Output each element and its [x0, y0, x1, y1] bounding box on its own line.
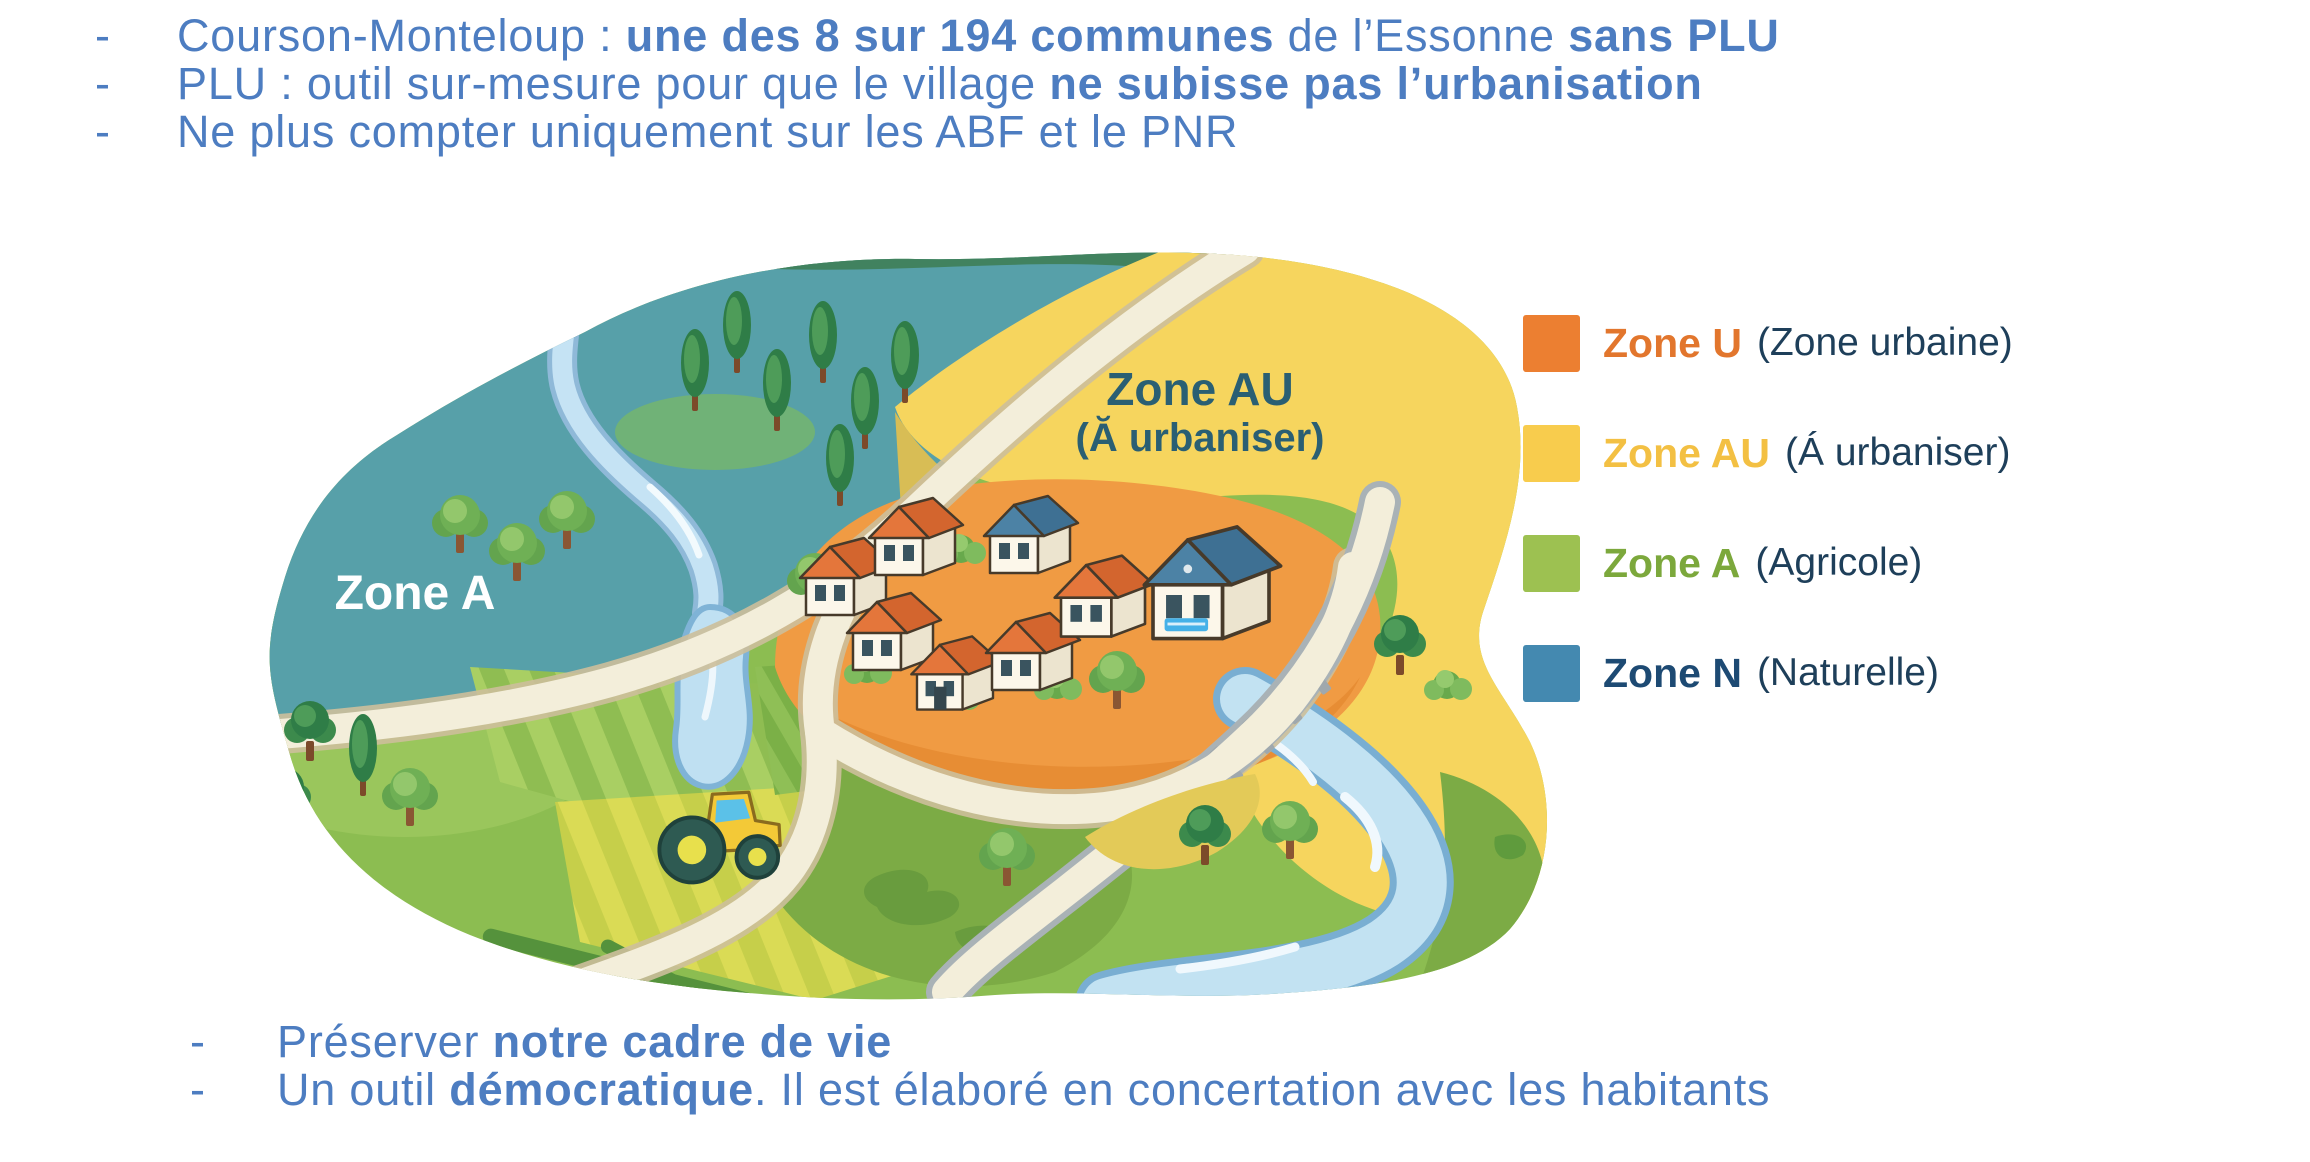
bullet-dash: -	[95, 10, 111, 61]
bullet-text: Courson-Monteloup : une des 8 sur 194 co…	[177, 10, 1780, 61]
map-zone-a-label: Zone A	[335, 567, 496, 620]
legend-swatch-zone-a	[1523, 534, 1580, 592]
legend-swatch-zone-n	[1523, 644, 1580, 702]
bullet-item: - Courson-Monteloup : une des 8 sur 194 …	[95, 12, 1780, 60]
legend-description: (Naturelle)	[1756, 651, 1939, 694]
map-zone-au-subtitle: (Ă urbaniser)	[1076, 415, 1325, 460]
bullet-item: - Ne plus compter uniquement sur les ABF…	[95, 108, 1780, 156]
legend-item-zone-u: Zone U (Zone urbaine)	[1523, 314, 2013, 372]
legend-name: Zone AU	[1603, 429, 1771, 476]
bullet-item: - Préserver notre cadre de vie	[190, 1018, 1770, 1066]
map-regions: Zone AU (Ă urbaniser) Zone A	[269, 252, 1548, 1000]
village-houses	[798, 494, 1283, 711]
map-legend: Zone U (Zone urbaine) Zone AU (Á urbanis…	[1523, 314, 2013, 754]
zoning-map-svg: Zone AU (Ă urbaniser) Zone A	[269, 252, 1548, 1000]
zoning-map-illustration: Zone AU (Ă urbaniser) Zone A	[255, 237, 1565, 1000]
legend-name: Zone U	[1603, 319, 1742, 366]
bottom-bullet-list: - Préserver notre cadre de vie - Un outi…	[190, 1018, 1770, 1114]
roads	[269, 252, 1395, 1000]
legend-item-zone-au: Zone AU (Á urbaniser)	[1523, 424, 2013, 482]
top-bullet-list: - Courson-Monteloup : une des 8 sur 194 …	[95, 12, 1780, 156]
bullet-text: Ne plus compter uniquement sur les ABF e…	[177, 106, 1239, 157]
town-hall	[1142, 525, 1283, 641]
legend-item-zone-a: Zone A (Agricole)	[1523, 534, 2013, 592]
map-zone-au-title: Zone AU	[1106, 363, 1293, 415]
tractor	[657, 790, 782, 885]
bullet-text: Préserver notre cadre de vie	[277, 1016, 893, 1067]
legend-item-zone-n: Zone N (Naturelle)	[1523, 644, 2013, 702]
legend-description: (Zone urbaine)	[1756, 321, 2013, 364]
legend-description: (Á urbaniser)	[1785, 431, 2011, 474]
legend-name: Zone N	[1603, 649, 1742, 696]
bullet-dash: -	[95, 58, 111, 109]
bullet-text: PLU : outil sur-mesure pour que le villa…	[177, 58, 1703, 109]
legend-swatch-zone-au	[1523, 424, 1580, 482]
legend-name: Zone A	[1603, 539, 1741, 586]
bullet-dash: -	[95, 106, 111, 157]
legend-swatch-zone-u	[1523, 314, 1580, 372]
bullet-dash: -	[190, 1016, 206, 1067]
bullet-item: - Un outil démocratique. Il est élaboré …	[190, 1066, 1770, 1114]
bullet-dash: -	[190, 1064, 206, 1115]
bullet-item: - PLU : outil sur-mesure pour que le vil…	[95, 60, 1780, 108]
bullet-text: Un outil démocratique. Il est élaboré en…	[277, 1064, 1771, 1115]
legend-description: (Agricole)	[1755, 541, 1923, 584]
